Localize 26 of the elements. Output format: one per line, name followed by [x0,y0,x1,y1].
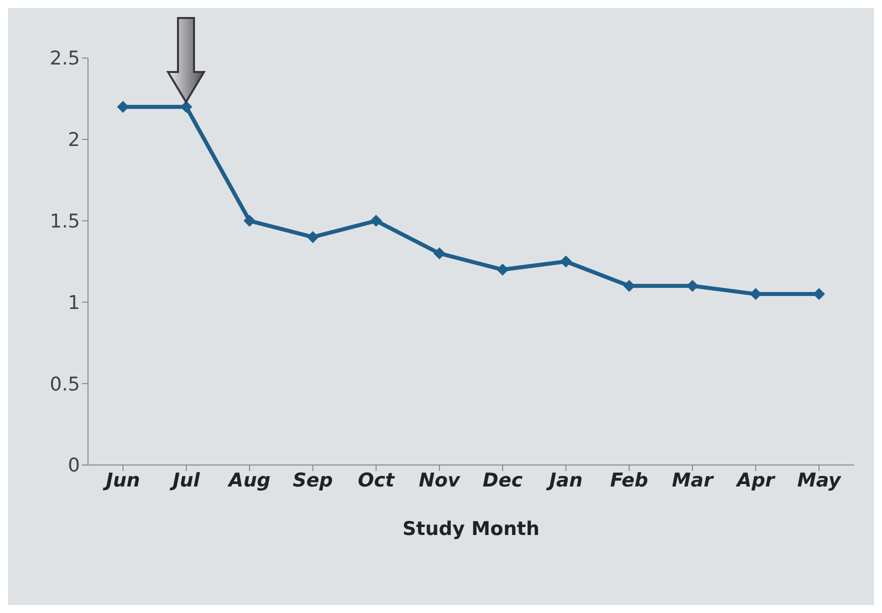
point [560,256,572,268]
y-tick-label: 0.5 [50,373,80,396]
y-tick-label: 1 [68,292,80,314]
x-tick-label: Dec [482,469,524,492]
y-tick-label: 0 [68,454,80,477]
point [306,231,319,244]
x-tick-label: Jul [168,469,200,492]
x-axis-title: Study Month [402,518,540,540]
x-tick-label: Oct [358,469,396,492]
x-tick-label: Aug [226,469,270,492]
point [370,214,382,227]
x-tick-label: Jun [102,469,140,492]
y-tick-label: 2 [68,129,80,152]
x-tick-label: Sep [292,469,333,492]
point [496,264,509,276]
point [433,247,446,260]
point [117,100,129,113]
x-tick-label: Jan [545,469,583,492]
x-tick-label: Mar [672,469,715,492]
x-tick-label: Feb [610,469,648,492]
x-tick-label: Apr [734,469,776,492]
y-tick-label: 1.5 [50,210,80,233]
point [244,214,256,227]
y-tick-label: 2.5 [50,48,80,70]
x-tick-label: May [797,469,842,492]
x-tick-label: Nov [418,469,461,492]
